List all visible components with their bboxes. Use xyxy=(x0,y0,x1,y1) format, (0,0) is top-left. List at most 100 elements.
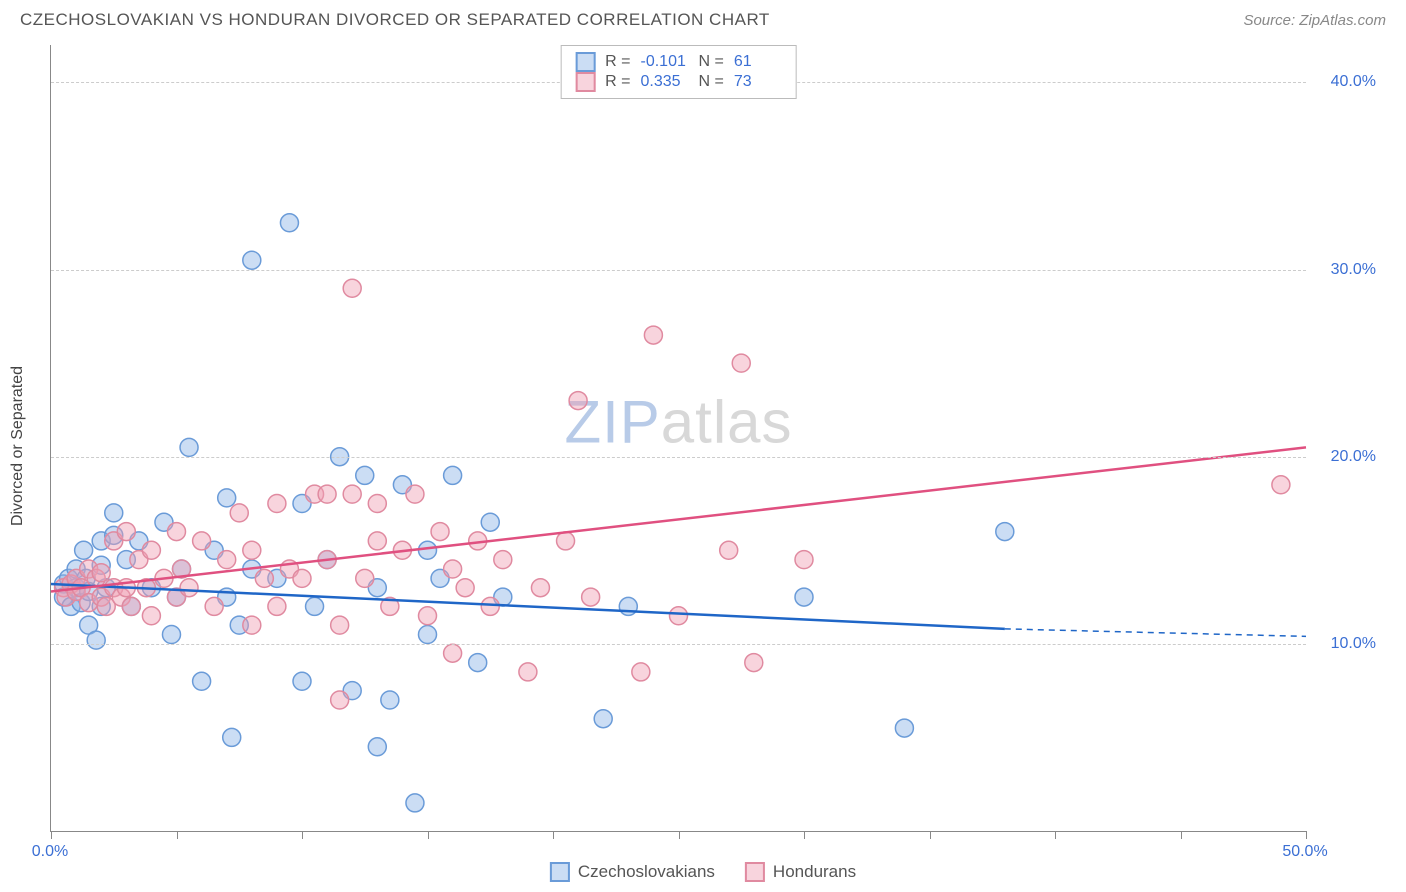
x-tick xyxy=(1306,831,1307,839)
scatter-point xyxy=(356,466,374,484)
scatter-point xyxy=(481,597,499,615)
scatter-point xyxy=(356,569,374,587)
scatter-point xyxy=(494,551,512,569)
swatch-series-2 xyxy=(575,72,595,92)
scatter-point xyxy=(795,588,813,606)
scatter-point xyxy=(180,579,198,597)
scatter-point xyxy=(557,532,575,550)
n-label: N = xyxy=(699,53,724,71)
x-tick xyxy=(51,831,52,839)
scatter-point xyxy=(732,354,750,372)
swatch-bottom-2 xyxy=(745,862,765,882)
scatter-point xyxy=(381,691,399,709)
legend-row-series-2: R = 0.335 N = 73 xyxy=(575,72,782,92)
scatter-point xyxy=(368,495,386,513)
y-tick-label: 30.0% xyxy=(1316,261,1376,279)
legend-item-2: Hondurans xyxy=(745,862,856,882)
scatter-point xyxy=(75,541,93,559)
scatter-point xyxy=(619,597,637,615)
n-label: N = xyxy=(699,73,724,91)
scatter-point xyxy=(632,663,650,681)
scatter-point xyxy=(193,672,211,690)
scatter-plot-svg xyxy=(51,45,1306,831)
x-tick xyxy=(930,831,931,839)
grid-line xyxy=(51,457,1306,458)
x-tick xyxy=(1181,831,1182,839)
scatter-point xyxy=(243,251,261,269)
scatter-point xyxy=(293,569,311,587)
scatter-point xyxy=(670,607,688,625)
y-axis-label: Divorced or Separated xyxy=(9,366,27,526)
series-legend: Czechoslovakians Hondurans xyxy=(550,862,856,882)
scatter-point xyxy=(419,626,437,644)
chart-title: CZECHOSLOVAKIAN VS HONDURAN DIVORCED OR … xyxy=(20,10,770,30)
scatter-point xyxy=(92,564,110,582)
scatter-point xyxy=(162,626,180,644)
scatter-point xyxy=(218,489,236,507)
scatter-point xyxy=(720,541,738,559)
y-tick-label: 20.0% xyxy=(1316,448,1376,466)
scatter-point xyxy=(431,523,449,541)
scatter-point xyxy=(481,513,499,531)
scatter-point xyxy=(745,654,763,672)
trend-line-dashed xyxy=(1005,629,1306,636)
y-tick-label: 10.0% xyxy=(1316,635,1376,653)
n-value-2: 73 xyxy=(734,73,782,91)
scatter-point xyxy=(268,495,286,513)
scatter-point xyxy=(444,560,462,578)
scatter-point xyxy=(343,485,361,503)
r-value-1: -0.101 xyxy=(641,53,689,71)
scatter-point xyxy=(168,523,186,541)
grid-line xyxy=(51,270,1306,271)
legend-row-series-1: R = -0.101 N = 61 xyxy=(575,52,782,72)
scatter-point xyxy=(193,532,211,550)
scatter-point xyxy=(218,551,236,569)
scatter-point xyxy=(519,663,537,681)
scatter-point xyxy=(318,485,336,503)
x-tick-label: 50.0% xyxy=(1282,843,1327,861)
scatter-point xyxy=(469,654,487,672)
scatter-point xyxy=(105,504,123,522)
swatch-series-1 xyxy=(575,52,595,72)
scatter-point xyxy=(406,485,424,503)
scatter-point xyxy=(293,672,311,690)
y-tick-label: 40.0% xyxy=(1316,73,1376,91)
scatter-point xyxy=(243,541,261,559)
r-value-2: 0.335 xyxy=(641,73,689,91)
scatter-point xyxy=(594,710,612,728)
chart-plot-area: R = -0.101 N = 61 R = 0.335 N = 73 ZIPat… xyxy=(50,45,1306,832)
legend-item-1: Czechoslovakians xyxy=(550,862,715,882)
scatter-point xyxy=(1272,476,1290,494)
x-tick xyxy=(302,831,303,839)
scatter-point xyxy=(419,607,437,625)
chart-header: CZECHOSLOVAKIAN VS HONDURAN DIVORCED OR … xyxy=(0,0,1406,30)
scatter-point xyxy=(331,691,349,709)
n-value-1: 61 xyxy=(734,53,782,71)
scatter-point xyxy=(343,279,361,297)
scatter-point xyxy=(996,523,1014,541)
legend-label-1: Czechoslovakians xyxy=(578,862,715,882)
scatter-point xyxy=(205,597,223,615)
x-tick xyxy=(679,831,680,839)
scatter-point xyxy=(280,214,298,232)
scatter-point xyxy=(444,644,462,662)
scatter-point xyxy=(419,541,437,559)
scatter-point xyxy=(142,607,160,625)
x-tick xyxy=(804,831,805,839)
scatter-point xyxy=(895,719,913,737)
scatter-point xyxy=(268,597,286,615)
scatter-point xyxy=(444,466,462,484)
legend-label-2: Hondurans xyxy=(773,862,856,882)
x-tick xyxy=(428,831,429,839)
scatter-point xyxy=(117,523,135,541)
scatter-point xyxy=(87,631,105,649)
scatter-point xyxy=(142,541,160,559)
x-tick xyxy=(1055,831,1056,839)
correlation-legend: R = -0.101 N = 61 R = 0.335 N = 73 xyxy=(560,45,797,99)
chart-source: Source: ZipAtlas.com xyxy=(1243,12,1386,29)
x-tick xyxy=(177,831,178,839)
scatter-point xyxy=(795,551,813,569)
scatter-point xyxy=(569,392,587,410)
r-label: R = xyxy=(605,73,630,91)
scatter-point xyxy=(644,326,662,344)
